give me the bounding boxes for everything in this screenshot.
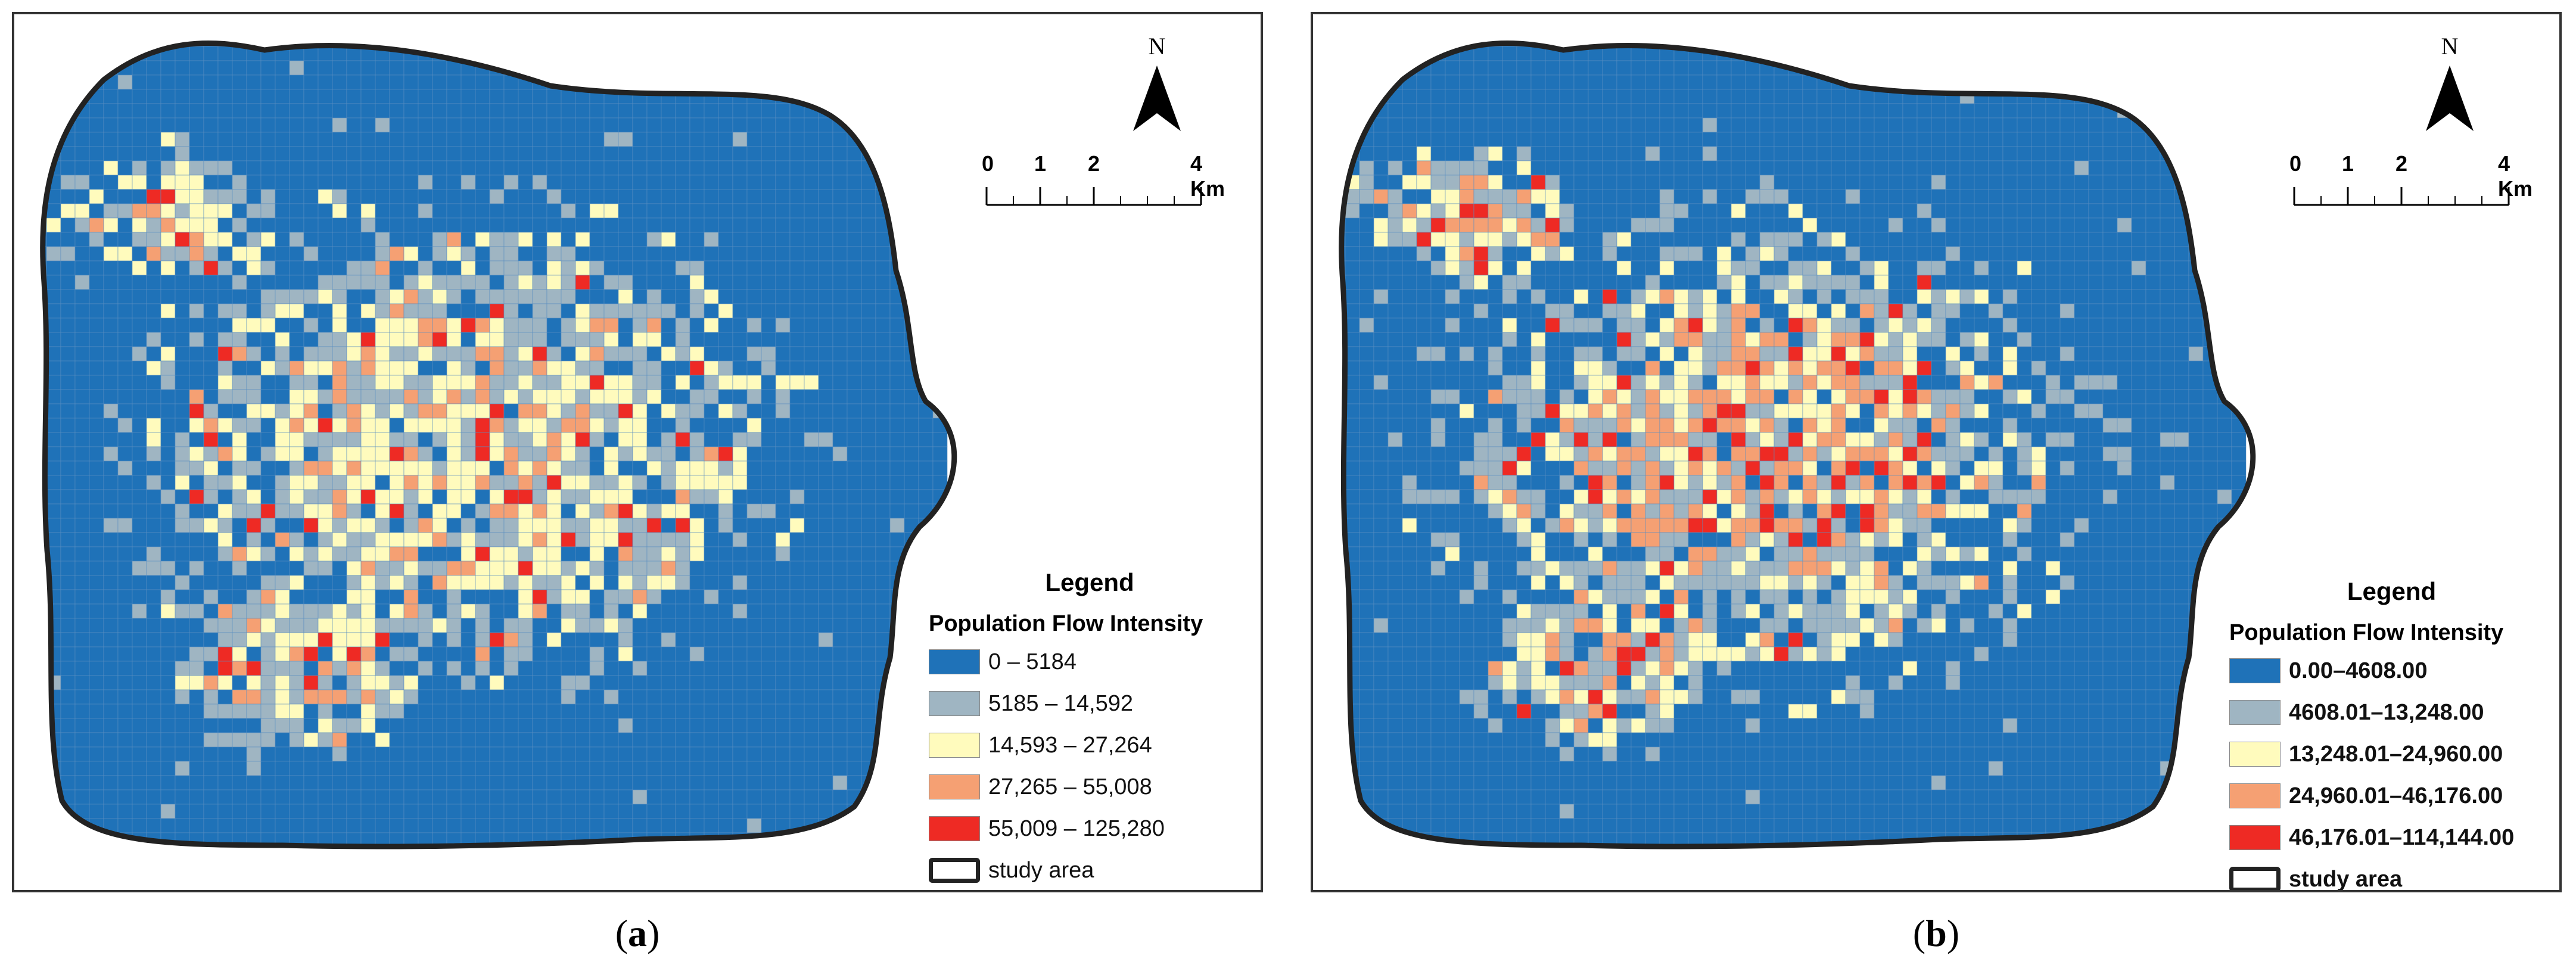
legend-item-class5: 55,009 – 125,280	[929, 812, 1250, 845]
scale-label-0: 0	[982, 151, 994, 176]
legend-label: 4608.01–13,248.00	[2289, 699, 2484, 725]
grid-cells	[1341, 43, 2247, 846]
scale-bar-icon	[2293, 187, 2510, 206]
scale-bar: 0 1 2 4 Km	[982, 151, 1236, 223]
legend-item-class1: 0 – 5184	[929, 645, 1250, 679]
study-area-boundary	[1339, 41, 2256, 849]
legend-label: study area	[2289, 866, 2403, 892]
legend-label: 55,009 – 125,280	[988, 816, 1165, 841]
scale-label-1: 1	[2342, 151, 2354, 176]
legend-swatch	[2229, 658, 2281, 683]
legend-swatch	[2229, 825, 2281, 850]
scale-label-0: 0	[2289, 151, 2302, 176]
map-panel-b: N 0 1 2 4 Km Legend Population Flow Inte…	[1311, 12, 2562, 892]
legend-item-class2: 4608.01–13,248.00	[2229, 696, 2554, 729]
study-area-boundary	[40, 41, 957, 849]
legend-item-class1: 0.00–4608.00	[2229, 654, 2554, 687]
legend-label: 24,960.01–46,176.00	[2289, 783, 2503, 808]
legend-swatch	[2229, 742, 2281, 767]
north-label: N	[2441, 33, 2459, 60]
legend-item-study-area: study area	[2229, 863, 2554, 892]
legend-swatch	[929, 691, 980, 716]
legend-item-class3: 13,248.01–24,960.00	[2229, 737, 2554, 771]
legend-a: Legend Population Flow Intensity 0 – 518…	[929, 568, 1250, 887]
north-arrow-icon	[1133, 66, 1181, 131]
caption-letter: a	[628, 912, 647, 954]
legend-item-class3: 14,593 – 27,264	[929, 729, 1250, 762]
legend-title: Legend	[2347, 577, 2437, 605]
legend-label: study area	[988, 857, 1094, 883]
population-flow-map-a	[40, 41, 957, 849]
legend-item-study-area: study area	[929, 854, 1250, 887]
legend-label: 0 – 5184	[988, 649, 1077, 674]
legend-label: 46,176.01–114,144.00	[2289, 824, 2515, 850]
caption-b: (b)	[1912, 912, 1960, 954]
scale-bar-icon	[985, 187, 1202, 206]
legend-subtitle: Population Flow Intensity	[2229, 620, 2504, 645]
legend-item-class5: 46,176.01–114,144.00	[2229, 821, 2554, 854]
legend-label: 5185 – 14,592	[988, 690, 1134, 716]
legend-swatch-outline	[929, 858, 980, 883]
map-panel-a: N 0 1 2 4 Km Legend Population Flow Inte…	[12, 12, 1263, 892]
legend-swatch	[929, 733, 980, 758]
grid-cells	[42, 43, 948, 846]
legend-item-class4: 27,265 – 55,008	[929, 770, 1250, 804]
north-arrow: N	[1121, 32, 1193, 151]
legend-b: Legend Population Flow Intensity 0.00–46…	[2229, 577, 2554, 892]
north-arrow: N	[2414, 32, 2485, 151]
legend-swatch	[929, 774, 980, 799]
north-arrow-icon	[2426, 66, 2474, 131]
scale-label-4: 4 Km	[1190, 151, 1225, 201]
legend-label: 0.00–4608.00	[2289, 658, 2428, 683]
scale-label-4: 4 Km	[2498, 151, 2533, 201]
north-label: N	[1148, 33, 1166, 60]
legend-item-class4: 24,960.01–46,176.00	[2229, 779, 2554, 813]
scale-bar: 0 1 2 4 Km	[2289, 151, 2543, 223]
scale-label-1: 1	[1034, 151, 1047, 176]
legend-title: Legend	[1045, 568, 1134, 596]
legend-subtitle: Population Flow Intensity	[929, 611, 1203, 636]
scale-label-2: 2	[2395, 151, 2408, 176]
legend-swatch-outline	[2229, 867, 2281, 890]
legend-swatch	[2229, 783, 2281, 808]
scale-label-2: 2	[1088, 151, 1100, 176]
legend-swatch	[929, 649, 980, 674]
legend-swatch	[2229, 700, 2281, 725]
legend-label: 14,593 – 27,264	[988, 732, 1152, 758]
legend-label: 27,265 – 55,008	[988, 774, 1152, 799]
legend-swatch	[929, 816, 980, 841]
caption-a: (a)	[615, 912, 660, 954]
legend-item-class2: 5185 – 14,592	[929, 687, 1250, 720]
caption-letter: b	[1925, 912, 1947, 954]
legend-label: 13,248.01–24,960.00	[2289, 741, 2503, 767]
population-flow-map-b	[1339, 41, 2256, 849]
